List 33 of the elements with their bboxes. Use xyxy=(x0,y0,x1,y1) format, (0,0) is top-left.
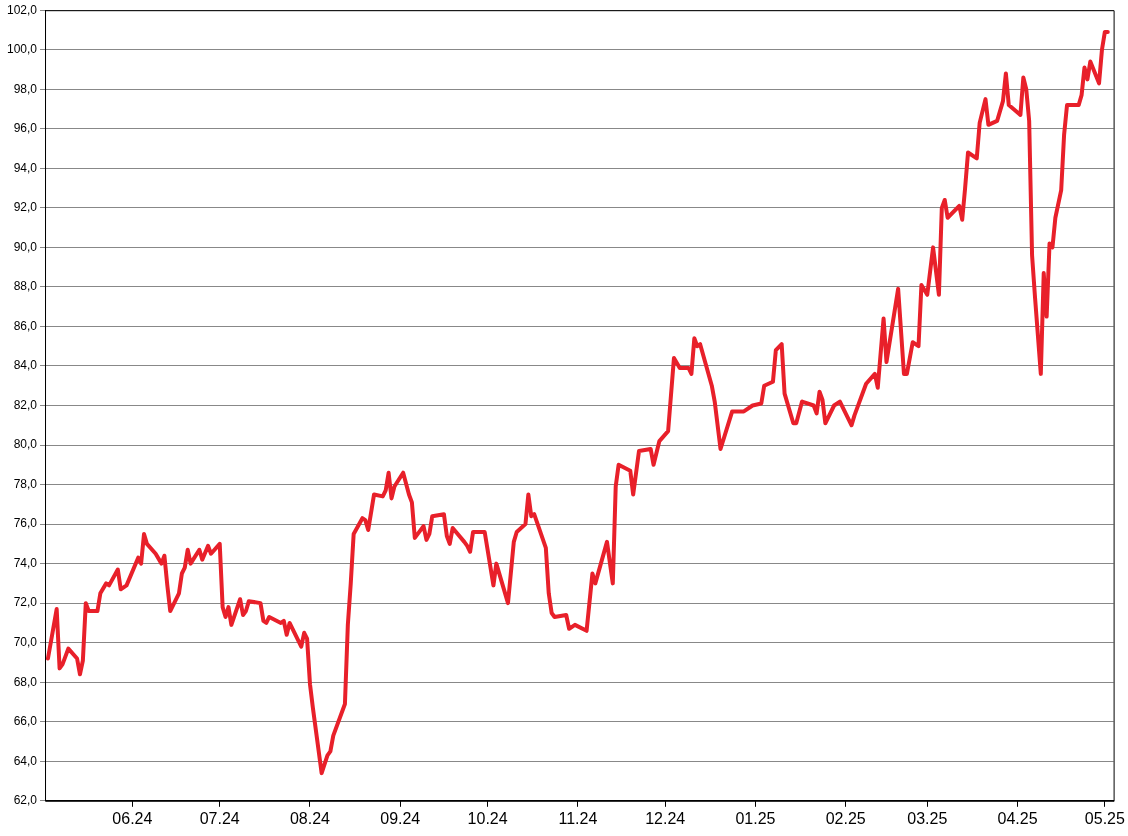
y-tick-label: 100,0 xyxy=(7,42,38,57)
x-tick-label: 03.25 xyxy=(907,809,948,827)
x-tick-label: 09.24 xyxy=(380,809,421,827)
y-tick-label: 96,0 xyxy=(13,121,38,136)
y-tick-label: 86,0 xyxy=(13,318,38,333)
y-tick-label: 68,0 xyxy=(13,674,38,689)
y-tick-label: 66,0 xyxy=(13,714,38,729)
x-tick-label: 08.24 xyxy=(289,809,331,827)
y-tick-label: 94,0 xyxy=(13,160,38,175)
y-tick-label: 90,0 xyxy=(13,239,38,254)
y-tick-label: 82,0 xyxy=(13,397,38,412)
y-tick-label: 76,0 xyxy=(13,516,38,531)
y-tick-label: 102,0 xyxy=(7,2,38,17)
y-tick-label: 70,0 xyxy=(13,634,38,649)
y-tick-label: 64,0 xyxy=(13,753,38,768)
y-tick-label: 98,0 xyxy=(13,81,38,96)
x-tick-label: 05.25 xyxy=(1084,809,1125,827)
x-tick-label: 04.25 xyxy=(997,809,1038,827)
x-tick-label: 11.24 xyxy=(558,809,598,827)
x-tick-label: 10.24 xyxy=(467,809,508,827)
y-tick-label: 74,0 xyxy=(13,555,38,570)
y-tick-label: 92,0 xyxy=(13,200,38,215)
x-tick-label: 02.25 xyxy=(825,809,866,827)
y-tick-label: 88,0 xyxy=(13,279,38,294)
x-tick-label: 06.24 xyxy=(112,809,153,827)
x-tick-label: 07.24 xyxy=(199,809,240,827)
x-tick-label: 12.24 xyxy=(645,809,686,827)
y-tick-label: 62,0 xyxy=(13,793,38,808)
y-tick-label: 80,0 xyxy=(13,437,38,452)
y-tick-label: 72,0 xyxy=(13,595,38,610)
y-tick-label: 84,0 xyxy=(13,358,38,373)
x-tick-label: 01.25 xyxy=(735,809,776,827)
y-tick-label: 78,0 xyxy=(13,476,38,491)
